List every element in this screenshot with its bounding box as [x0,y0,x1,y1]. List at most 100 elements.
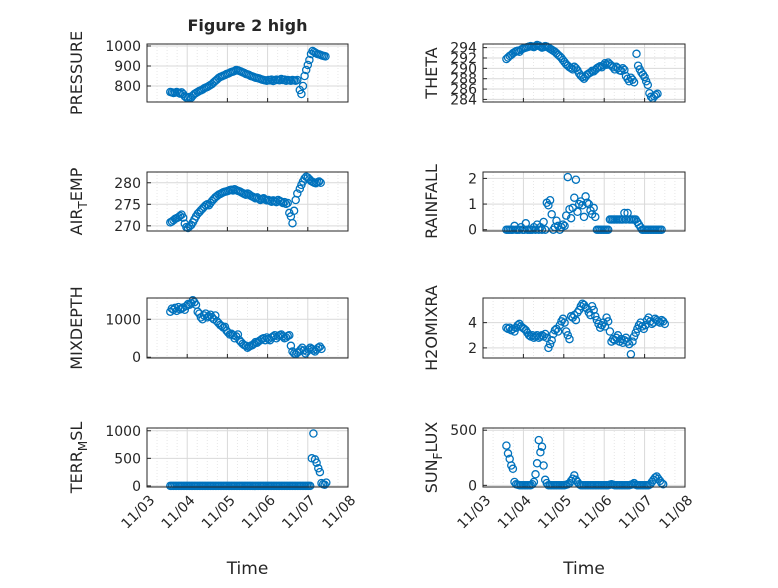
data-point [314,177,324,186]
data-point [317,344,326,354]
data-point [657,225,666,234]
data-point [570,471,579,480]
data-point [537,442,547,451]
y-tick-label: 800 [114,79,141,95]
y-tick-label: 0 [132,350,141,366]
y-axis-label: AIRTEMP [67,167,90,235]
y-tick-label: 275 [114,197,141,213]
data-point [558,314,568,324]
x-axis-label: Time [226,559,269,579]
data-point [602,313,611,322]
data-point [631,328,640,337]
data-point [555,320,565,330]
subplot-air: 270 275 280 AIRTEMP [67,167,349,235]
data-point [560,221,569,231]
data-point [321,52,330,61]
y-axis-label: MIXDEPTH [67,286,86,369]
data-point [653,89,662,98]
data-point [544,201,553,210]
data-point [211,311,220,320]
axes-box [482,171,686,232]
data-point [552,216,561,225]
y-tick-label: 500 [450,423,477,439]
data-point [537,225,547,234]
data-point [558,220,568,229]
data-point [570,193,579,202]
data-point [539,217,548,227]
y-tick-label: 294 [450,41,477,57]
data-point [508,464,518,474]
y-axis-label: THETA [422,47,441,99]
axes-box [146,43,349,103]
data-point [545,195,555,205]
data-point [571,175,581,184]
data-point [545,339,555,349]
data-point [536,448,545,457]
y-tick-label: 1 [468,197,477,213]
data-point [283,198,292,208]
data-point [312,458,321,467]
data-point [643,80,653,90]
data-point [315,467,325,477]
data-point [275,75,284,85]
data-point [542,333,552,343]
data-point [566,213,576,223]
data-point [309,346,318,355]
data-point [651,90,661,100]
data-point [503,449,513,458]
data-point [288,218,297,228]
data-point [293,189,302,198]
data-point [305,481,315,491]
subplot-mixdepth: 0 1000 MIXDEPTH [67,286,349,370]
data-point [640,72,649,82]
data-point [295,184,305,194]
subplot-rainfall: 0 1 2 RAINFALL [422,164,686,239]
data-point [589,203,598,213]
data-point [603,225,613,234]
data-point [178,213,188,222]
data-point [293,75,302,85]
y-tick-label: 1000 [105,424,141,440]
data-point [217,321,227,331]
data-point [560,318,569,327]
subplot-h2omixra: 2 4 H2OMIXRA [422,285,686,371]
data-point [628,479,637,489]
data-point [629,332,639,341]
y-tick-label: 4 [468,316,477,332]
y-tick-label: 290 [450,61,477,77]
data-point [233,330,243,339]
data-point [629,78,639,87]
data-point [539,461,548,470]
data-point [573,207,582,217]
y-tick-label: 1000 [105,312,141,328]
subplot-pressure: 800 900 1000 PRESSURE [67,31,349,115]
data-point [534,435,544,445]
figure-title: Figure 2 high [188,16,308,35]
data-point [561,211,571,220]
data-point [320,480,329,490]
y-tick-label: 284 [450,92,477,108]
data-point [528,479,537,489]
data-point [303,60,313,70]
data-point [578,72,587,82]
data-point [540,329,550,339]
data-point [286,341,296,351]
axes-box [146,171,349,232]
y-axis-label: SUNFLUX [422,422,445,494]
data-point [285,330,294,340]
data-point [254,194,264,203]
data-point [267,75,276,84]
data-point [305,55,314,65]
data-point [314,464,323,473]
y-tick-label: 0 [132,479,141,495]
y-tick-label: 288 [450,72,477,88]
data-point [540,225,550,234]
y-tick-label: 292 [450,51,477,67]
y-tick-label: 1000 [105,39,141,55]
data-point [571,315,581,325]
axes-box [482,427,686,488]
data-point [298,81,308,91]
axes-box [482,43,686,103]
